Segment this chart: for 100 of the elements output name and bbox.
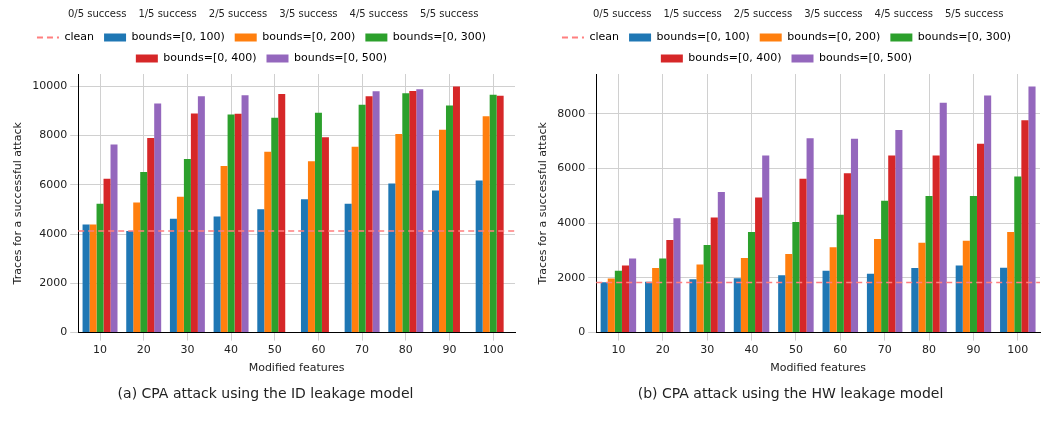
text: 3/5 success [804, 8, 863, 21]
bar [402, 93, 410, 333]
bar [1000, 267, 1008, 333]
bar [351, 146, 359, 333]
x-axis-title: Modified features [248, 361, 345, 375]
bar [126, 230, 134, 333]
x-tick-label: 70 [355, 343, 370, 357]
bar [278, 93, 286, 333]
bar [652, 268, 660, 333]
bar [614, 270, 622, 333]
bar [710, 217, 718, 333]
y-tick-label: 2000 [39, 276, 68, 290]
x-axis-title: Modified features [770, 361, 867, 375]
bar [1007, 231, 1015, 333]
bar [314, 112, 322, 333]
bar [843, 173, 851, 333]
legend-label: clean [64, 30, 95, 44]
bar [445, 105, 453, 333]
y-axis-title: Traces for a successful attack [536, 121, 550, 286]
bar [762, 155, 770, 333]
y-tick-label: 0 [60, 325, 68, 339]
bar [696, 264, 704, 333]
bar [1028, 86, 1036, 333]
bar [475, 180, 483, 333]
bar [866, 273, 875, 333]
bar [358, 104, 366, 333]
bar [321, 137, 329, 333]
bar [932, 155, 940, 333]
bar [955, 265, 963, 333]
bar [344, 203, 352, 333]
x-tick-label: 50 [788, 343, 803, 357]
x-tick-label: 30 [700, 343, 715, 357]
bar [489, 94, 497, 333]
bar [452, 86, 460, 333]
bar [439, 129, 446, 333]
bar [918, 242, 926, 333]
bar [241, 95, 249, 333]
bar [220, 166, 228, 333]
bar [621, 265, 630, 333]
bar [365, 96, 373, 333]
bar [666, 240, 674, 333]
x-tick-label: 80 [398, 343, 413, 357]
text: 2/5 success [733, 8, 793, 21]
bar [747, 231, 756, 333]
bar [372, 91, 380, 333]
y-axis-title: Traces for a successful attack [11, 121, 25, 286]
x-tick-label: 90 [966, 343, 981, 357]
bar [645, 281, 653, 333]
bar [607, 278, 615, 333]
bar [300, 199, 308, 333]
y-tick-label: 2000 [557, 270, 586, 284]
bar [939, 102, 947, 333]
x-tick-label: 100 [482, 343, 504, 357]
bar [154, 103, 162, 333]
text: 4/5 success [874, 8, 933, 21]
bar [169, 218, 177, 333]
bar [778, 275, 786, 333]
text: 1/5 success [138, 8, 197, 21]
bar [133, 202, 141, 333]
x-tick-label: 10 [93, 343, 108, 357]
legend-label: bounds=[0, 500) [819, 51, 913, 65]
y-tick-label: 4000 [557, 216, 586, 229]
bar [850, 138, 859, 333]
x-tick-label: 40 [744, 343, 759, 357]
bar [213, 216, 221, 333]
y-tick-label: 10000 [32, 79, 68, 93]
text: 0/5 success [593, 8, 652, 21]
bar [416, 89, 424, 333]
bar [110, 144, 118, 333]
y-tick-label: 6000 [557, 161, 586, 175]
bar [829, 247, 837, 333]
bar [89, 224, 97, 333]
bar [689, 279, 697, 333]
x-tick-label: 20 [655, 343, 670, 357]
bar [881, 200, 889, 333]
x-tick-label: 50 [267, 343, 282, 357]
bar [799, 178, 807, 333]
x-tick-label: 10 [611, 343, 626, 357]
legend-label: bounds=[0, 100) [131, 30, 225, 44]
text: 4/5 success [349, 8, 408, 21]
bar [792, 222, 800, 333]
bar [103, 178, 111, 333]
legend-label: clean [589, 30, 620, 44]
x-tick-label: 20 [136, 343, 151, 357]
bar [388, 183, 396, 333]
bar [183, 158, 191, 333]
legend-label: bounds=[0, 500) [294, 51, 388, 65]
text: (b) CPA attack using the HW leakage model [636, 385, 945, 401]
bar [836, 214, 844, 333]
bar [190, 113, 198, 333]
bar [673, 218, 681, 333]
x-tick-label: 70 [877, 343, 892, 357]
y-tick-label: 8000 [557, 106, 586, 120]
bar [717, 191, 725, 333]
legend-label: bounds=[0, 300) [392, 30, 487, 44]
bar [984, 95, 992, 333]
bar [234, 113, 242, 333]
bar [432, 190, 439, 333]
bar [307, 161, 315, 333]
x-tick-label: 40 [224, 343, 239, 357]
